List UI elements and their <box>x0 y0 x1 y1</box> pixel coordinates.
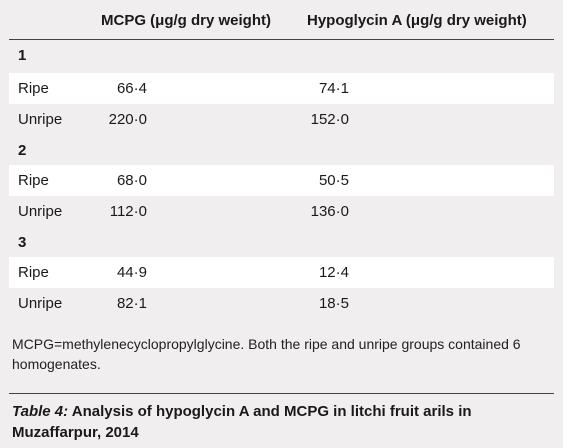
table-footnote: MCPG=methylenecyclopropylglycine. Both t… <box>12 336 521 372</box>
cell-mcpg: 68·0 <box>116 172 147 189</box>
cell-hypoglycin: 74·1 <box>318 80 349 97</box>
row-label: Unripe <box>18 111 63 128</box>
cell-hypoglycin: 12·4 <box>318 264 349 281</box>
cell-hypoglycin: 136·0 <box>310 203 349 220</box>
caption-text: Analysis of hypoglycin A and MCPG in lit… <box>12 403 472 441</box>
cell-mcpg: 82·1 <box>116 295 147 312</box>
caption-label: Table 4: <box>12 403 69 420</box>
column-header-mcpg: MCPG (μg/g dry weight) <box>101 12 272 29</box>
table-row <box>9 165 554 196</box>
table-row <box>9 257 554 288</box>
table-row <box>9 73 554 104</box>
group-label: 3 <box>18 234 27 251</box>
row-label: Ripe <box>18 80 49 97</box>
column-header-hypoglycin: Hypoglycin A (μg/g dry weight) <box>307 12 527 29</box>
cell-mcpg: 220·0 <box>108 111 147 128</box>
cell-mcpg: 112·0 <box>109 203 147 220</box>
cell-mcpg: 44·9 <box>116 264 147 281</box>
header-divider <box>9 39 554 40</box>
row-label: Ripe <box>18 172 49 189</box>
row-label: Ripe <box>18 264 49 281</box>
table-caption: Table 4: Analysis of hypoglycin A and MC… <box>12 401 552 443</box>
group-label: 1 <box>18 47 27 64</box>
cell-mcpg: 66·4 <box>116 80 147 97</box>
row-label: Unripe <box>18 203 63 220</box>
group-label: 2 <box>18 142 27 159</box>
cell-hypoglycin: 152·0 <box>310 111 349 128</box>
row-label: Unripe <box>18 295 63 312</box>
caption-divider <box>9 393 554 394</box>
cell-hypoglycin: 50·5 <box>318 172 349 189</box>
cell-hypoglycin: 18·5 <box>318 295 349 312</box>
